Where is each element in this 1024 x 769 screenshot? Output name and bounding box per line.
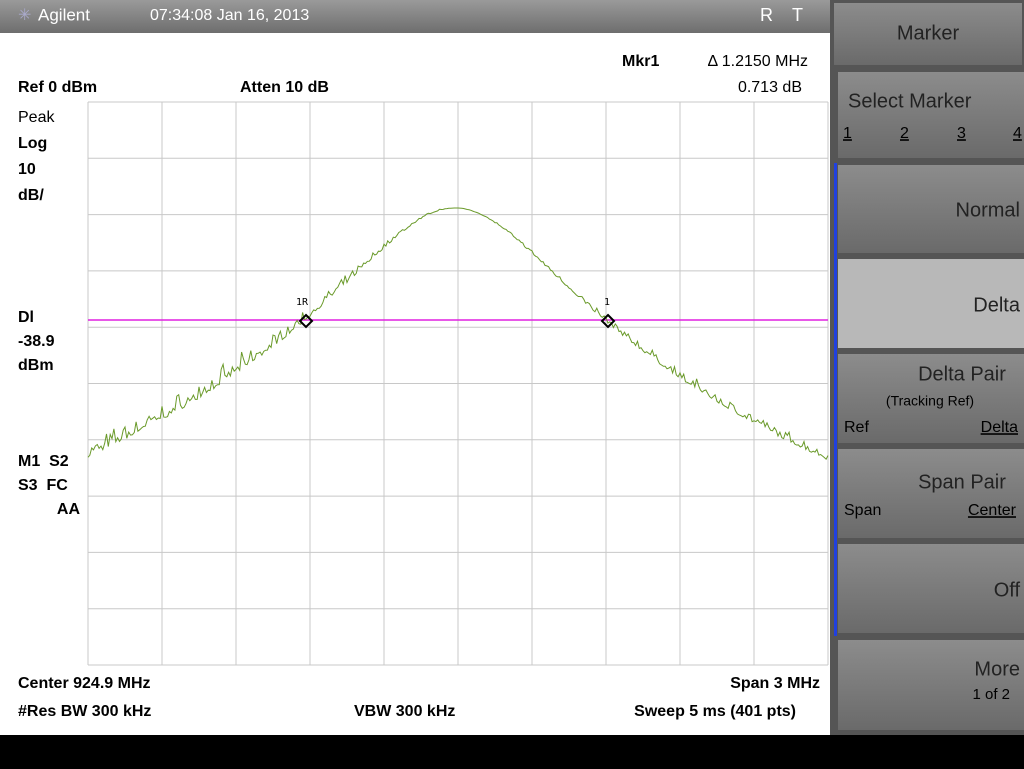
side-label: Dl <box>18 309 34 326</box>
trace <box>87 207 829 461</box>
marker-label: 1R <box>296 297 309 308</box>
marker-delta: Δ 1.2150 MHz <box>707 53 808 70</box>
side-label: dB/ <box>18 187 44 204</box>
softkey-option: 3 <box>957 125 966 142</box>
softkey-title: Marker <box>897 22 960 44</box>
side-label: Log <box>18 135 47 152</box>
softkey-label: More <box>974 658 1020 680</box>
softkey-option: Span <box>844 502 881 519</box>
status-bar <box>0 735 1024 769</box>
rbw: #Res BW 300 kHz <box>18 703 151 720</box>
softkey-title-bg <box>834 3 1022 65</box>
graticule <box>87 101 829 666</box>
softkey[interactable] <box>838 165 1024 253</box>
timestamp: 07:34:08 Jan 16, 2013 <box>150 7 309 24</box>
softkey-option: Center <box>968 502 1017 519</box>
softkey-label: Delta Pair <box>918 363 1006 385</box>
softkey-option: 1 <box>843 125 852 142</box>
softkey-option: 2 <box>900 125 909 142</box>
header-bar <box>0 0 830 33</box>
softkey-option: Ref <box>844 419 869 436</box>
status: T <box>792 5 803 25</box>
vbw: VBW 300 kHz <box>354 703 455 720</box>
softkey-selected[interactable] <box>838 259 1024 348</box>
softkey[interactable] <box>838 354 1024 443</box>
side-label: 10 <box>18 161 36 178</box>
softkey[interactable] <box>838 544 1024 633</box>
display <box>0 0 830 735</box>
side-label: M1 S2 <box>18 453 69 470</box>
center-freq: Center 924.9 MHz <box>18 675 151 692</box>
softkey-label: Select Marker <box>848 90 972 112</box>
span: Span 3 MHz <box>730 675 820 692</box>
marker-label: 1 <box>604 297 610 308</box>
softkey-option: Delta <box>981 419 1018 436</box>
softkey-option: 4 <box>1013 125 1022 142</box>
side-label: Peak <box>18 109 55 126</box>
softkey-label: Normal <box>956 199 1020 221</box>
side-label: AA <box>57 501 81 518</box>
sweep: Sweep 5 ms (401 pts) <box>634 703 796 720</box>
softkey[interactable] <box>838 640 1024 730</box>
marker-level: 0.713 dB <box>738 79 802 96</box>
marker-id: Mkr1 <box>622 53 659 70</box>
softkey-sub: 1 of 2 <box>972 686 1010 703</box>
attenuation: Atten 10 dB <box>240 79 329 96</box>
softkey-label: Delta <box>973 294 1021 316</box>
softkey-group-bar <box>834 163 837 636</box>
logo: Agilent <box>38 5 90 24</box>
logo-star: ✳ <box>18 7 31 24</box>
softkey-label: Off <box>994 579 1021 601</box>
marker-ref <box>298 313 314 329</box>
side-label: S3 FC <box>18 477 68 494</box>
ref-level: Ref 0 dBm <box>18 79 97 96</box>
softkey-label: Span Pair <box>918 471 1006 493</box>
softkey[interactable] <box>838 449 1024 538</box>
side-label: dBm <box>18 357 54 374</box>
marker-delta-point <box>600 313 616 329</box>
softkey[interactable] <box>838 72 1024 158</box>
status: R <box>760 5 773 25</box>
side-label: -38.9 <box>18 333 55 350</box>
softkey-sub: (Tracking Ref) <box>886 393 974 409</box>
